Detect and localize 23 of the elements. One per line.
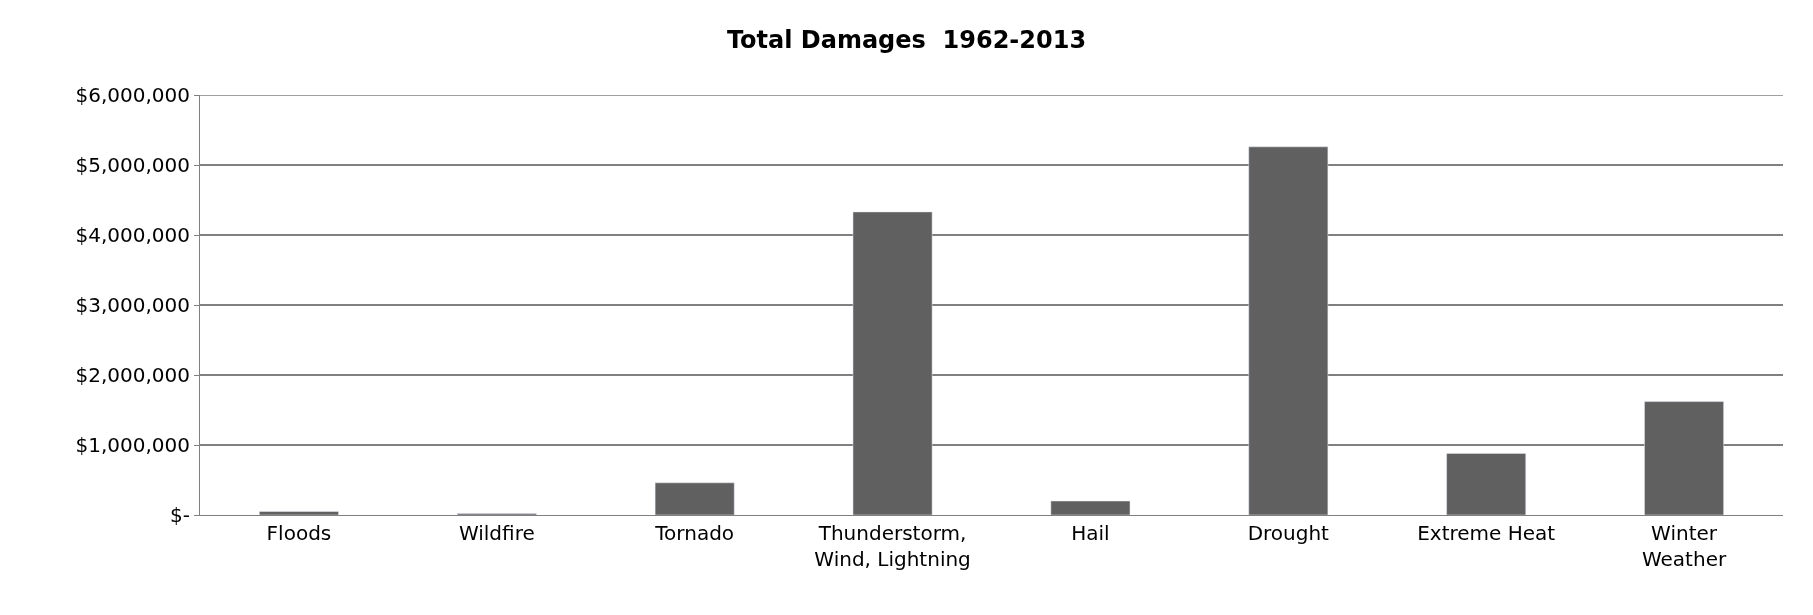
x-tick-label: Tornado	[654, 521, 735, 545]
bar	[259, 511, 339, 515]
x-tick-label: Thunderstorm, Wind, Lightning	[814, 521, 971, 571]
bar	[1644, 401, 1724, 515]
bar	[852, 211, 933, 515]
bar	[654, 482, 735, 515]
y-tick-label: $4,000,000	[75, 223, 190, 247]
bar	[1050, 500, 1131, 515]
x-tick-label: Floods	[266, 521, 332, 545]
y-tick-label: $1,000,000	[75, 433, 190, 457]
x-tick-label: Winter Weather	[1641, 521, 1727, 571]
y-tick-label: $6,000,000	[75, 83, 190, 107]
x-tick-label: Extreme Heat	[1417, 521, 1556, 545]
x-tick-label: Hail	[1071, 521, 1110, 545]
y-tick-label: $3,000,000	[75, 293, 190, 317]
bar	[1248, 146, 1329, 515]
bar	[1446, 453, 1527, 515]
chart-title: Total Damages 1962-2013	[726, 25, 1087, 54]
x-tick-label: Drought	[1247, 521, 1330, 545]
y-tick-label: $-	[170, 503, 190, 527]
y-tick-label: $5,000,000	[75, 153, 190, 177]
x-tick-label: Wildfire	[458, 521, 535, 545]
y-tick-label: $2,000,000	[75, 363, 190, 387]
